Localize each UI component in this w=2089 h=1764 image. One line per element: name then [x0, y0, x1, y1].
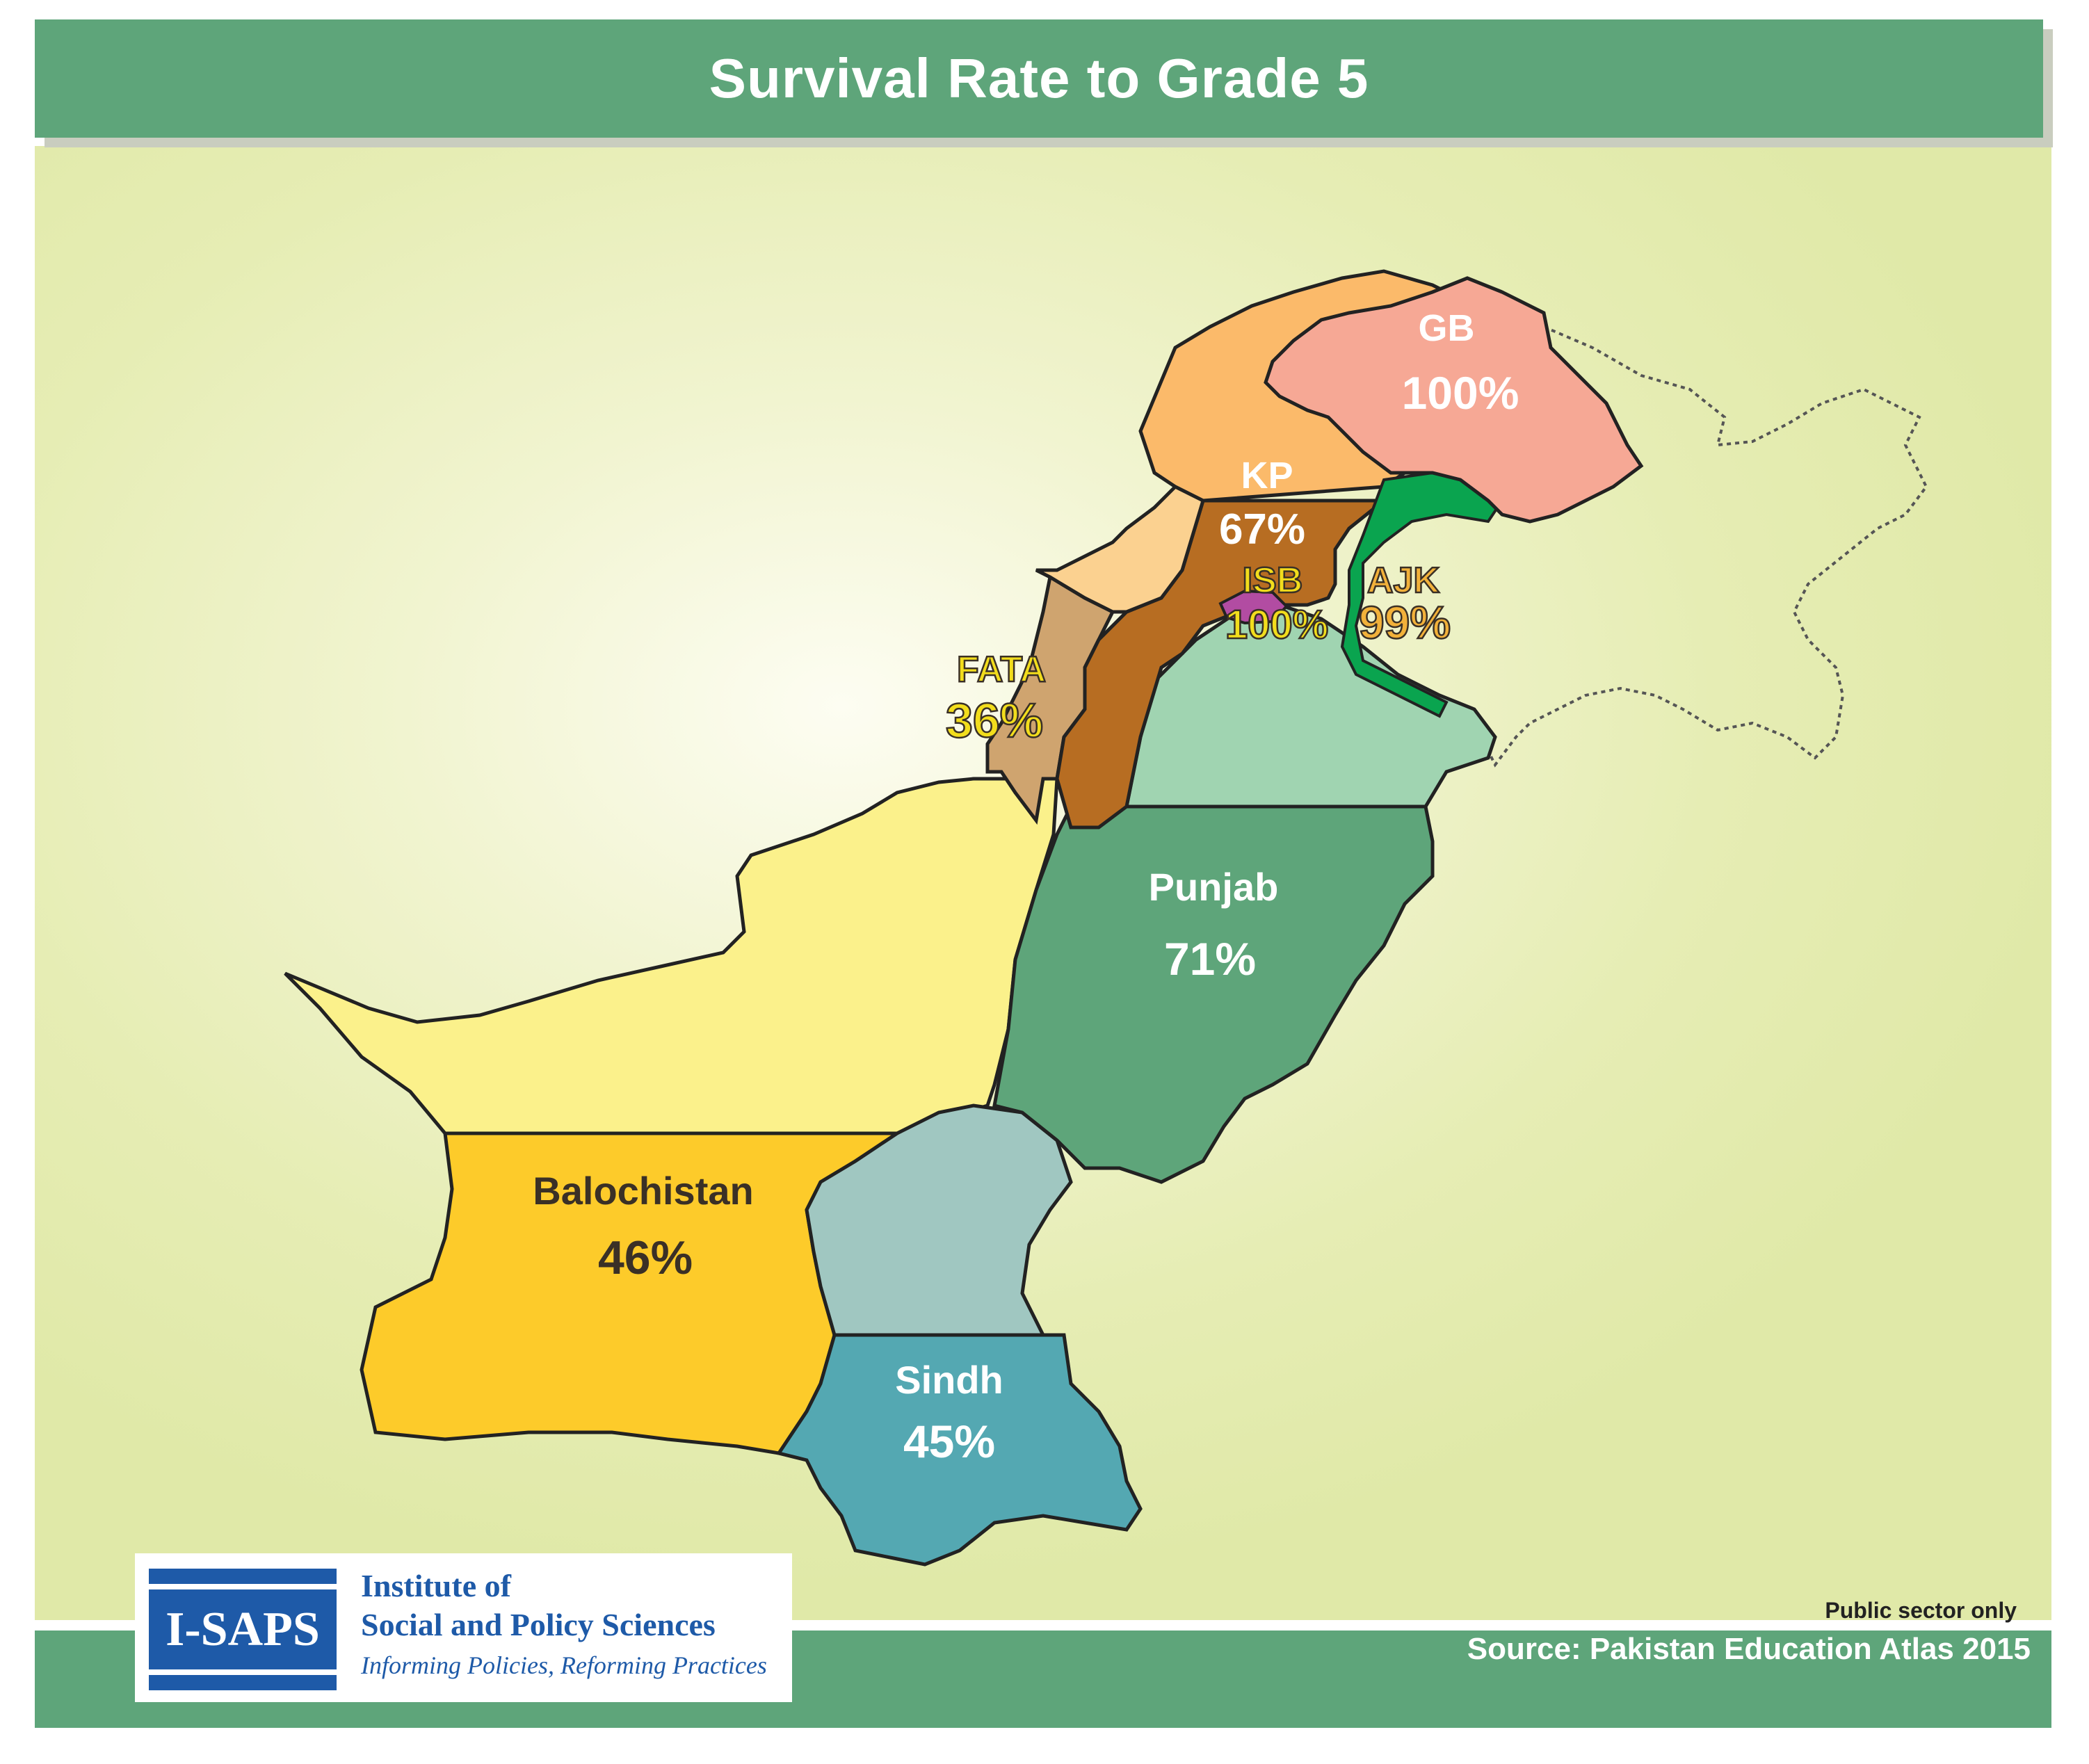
region-sindh [775, 1333, 1143, 1567]
region-punjab [992, 804, 1435, 1184]
region-isb [1218, 589, 1289, 625]
label-kp-value: 67% [1219, 505, 1305, 553]
region-kp [1055, 499, 1389, 830]
logo-line-2: Social and Policy Sciences [361, 1607, 716, 1642]
logo-mark: I-SAPS [149, 1569, 337, 1690]
label-balochistan-name: Balochistan [533, 1169, 753, 1213]
label-gb-value: 100% [1402, 367, 1519, 419]
label-ajk-value: 99% [1359, 597, 1451, 648]
region-balochistan-north [284, 777, 1059, 1135]
label-fata-name: FATA [957, 649, 1046, 690]
region-kp-west [1035, 484, 1205, 614]
label-kp-name: KP [1241, 455, 1293, 496]
region-gb [1264, 276, 1644, 524]
label-isb-value: 100% [1225, 602, 1328, 647]
page-title: Survival Rate to Grade 5 [709, 47, 1369, 109]
logo-rule-top [149, 1584, 337, 1589]
disputed-territory-outline [1480, 325, 1928, 768]
title-bar: Survival Rate to Grade 5 [35, 19, 2043, 138]
label-balochistan-value: 46% [598, 1231, 693, 1284]
label-sindh-name: Sindh [895, 1358, 1003, 1402]
label-gb-name: GB [1419, 307, 1475, 349]
logo-tagline: Informing Policies, Reforming Practices [361, 1651, 767, 1679]
region-ajk [1340, 471, 1504, 718]
label-punjab-value: 71% [1164, 933, 1256, 985]
label-isb-name: ISB [1243, 560, 1303, 601]
region-punjab-north [1124, 603, 1497, 809]
isaps-logo: I-SAPS Institute of Social and Policy Sc… [135, 1553, 792, 1702]
label-ajk-name: AJK [1367, 560, 1439, 601]
logo-rule-bottom [149, 1669, 337, 1675]
logo-mark-text: I-SAPS [166, 1603, 320, 1656]
source-text: Source: Pakistan Education Atlas 2015 [1467, 1632, 2031, 1666]
footnote: Public sector only [1825, 1598, 2017, 1623]
label-fata-value: 36% [946, 693, 1043, 747]
logo-line-1: Institute of [361, 1568, 511, 1603]
label-punjab-name: Punjab [1149, 865, 1279, 909]
label-sindh-value: 45% [903, 1416, 995, 1467]
